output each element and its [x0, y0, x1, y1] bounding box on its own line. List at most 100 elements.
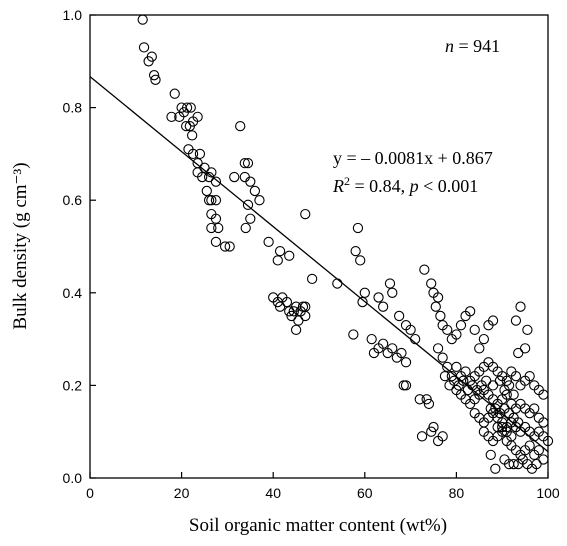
axes: [89, 14, 549, 479]
data-point: [515, 301, 526, 312]
x-axis-title: Soil organic matter content (wt%): [189, 515, 447, 536]
regression-line: [89, 76, 549, 453]
data-point: [487, 315, 499, 326]
data-points: [137, 14, 554, 474]
data-point: [249, 185, 261, 197]
data-point: [485, 449, 496, 460]
data-point: [377, 301, 389, 312]
ticks: 0 20 40 60 80 100 0.0 0.2 0.4 0.6 0.8 1.0: [63, 7, 560, 501]
data-point: [186, 130, 198, 141]
data-point: [286, 310, 297, 322]
data-point: [148, 70, 160, 81]
data-point: [235, 120, 246, 132]
data-point: [478, 333, 490, 345]
data-point: [430, 301, 441, 312]
data-point: [393, 310, 405, 322]
data-point: [400, 357, 412, 368]
data-point: [531, 458, 542, 470]
data-point: [357, 296, 368, 308]
data-point: [400, 380, 412, 391]
data-point: [455, 320, 467, 331]
data-point: [508, 389, 519, 400]
data-point: [332, 278, 343, 289]
data-point: [138, 42, 150, 53]
y-tick-label: 0.4: [63, 285, 83, 301]
x-tick-label: 100: [536, 485, 560, 501]
data-point: [210, 213, 222, 224]
p-value: < 0.001: [419, 176, 479, 196]
data-point: [474, 343, 485, 354]
data-point: [293, 315, 304, 326]
regression: [89, 76, 549, 453]
data-point: [377, 338, 389, 349]
x-tick-label: 60: [357, 485, 373, 501]
data-point: [306, 273, 318, 285]
data-point: [384, 278, 396, 289]
data-point: [300, 208, 311, 220]
data-point: [510, 370, 522, 382]
data-point: [239, 171, 250, 183]
data-point: [439, 370, 451, 382]
data-point: [423, 398, 435, 410]
data-point: [524, 440, 535, 451]
data-point: [398, 380, 409, 391]
data-point: [210, 176, 222, 187]
data-point: [437, 431, 448, 442]
data-point: [150, 74, 161, 85]
data-point: [254, 195, 265, 206]
data-point: [432, 343, 444, 354]
y-tick-label: 0.0: [63, 470, 83, 486]
data-point: [503, 380, 515, 391]
data-point: [524, 370, 535, 382]
y-axis-title: Bulk density (g cm⁻³): [10, 162, 31, 329]
y-tick-label: 0.6: [63, 192, 83, 208]
data-point: [185, 102, 196, 113]
data-point: [281, 296, 293, 308]
data-point: [242, 158, 254, 169]
data-point: [240, 222, 251, 234]
data-point: [181, 102, 193, 113]
data-point: [508, 458, 519, 470]
data-point: [387, 343, 398, 354]
data-point: [451, 361, 462, 373]
equation-annotation: y = – 0.0081x + 0.867: [333, 148, 493, 168]
data-point: [263, 236, 274, 248]
y-tick-label: 0.8: [63, 100, 83, 116]
data-point: [421, 394, 432, 405]
data-point: [274, 301, 286, 312]
data-point: [245, 213, 256, 224]
data-point: [224, 241, 235, 252]
data-point: [428, 421, 439, 433]
data-point: [197, 171, 208, 183]
n-value: = 941: [454, 36, 500, 56]
data-point: [373, 292, 384, 303]
data-point: [416, 431, 428, 442]
data-point: [405, 324, 416, 335]
data-point: [387, 287, 398, 298]
data-point: [487, 380, 499, 391]
data-point: [181, 120, 192, 132]
data-point: [533, 445, 544, 456]
data-point: [137, 14, 148, 25]
data-point: [490, 463, 501, 474]
data-point: [206, 195, 217, 206]
data-point: [542, 435, 554, 447]
data-point: [210, 195, 222, 206]
data-point: [494, 375, 506, 386]
data-point: [432, 292, 444, 303]
data-point: [538, 389, 549, 400]
data-point: [290, 324, 302, 335]
y-tick-label: 1.0: [63, 7, 83, 23]
x-tick-label: 40: [265, 485, 281, 501]
x-tick-label: 80: [449, 485, 465, 501]
n-symbol: n: [445, 36, 454, 56]
data-point: [513, 347, 524, 359]
data-point: [169, 88, 180, 99]
x-tick-label: 0: [86, 485, 94, 501]
data-point: [348, 329, 359, 340]
data-point: [219, 241, 231, 252]
n-annotation: n = 941: [445, 36, 500, 56]
r2-symbol: R: [332, 176, 344, 196]
data-point: [460, 366, 471, 377]
